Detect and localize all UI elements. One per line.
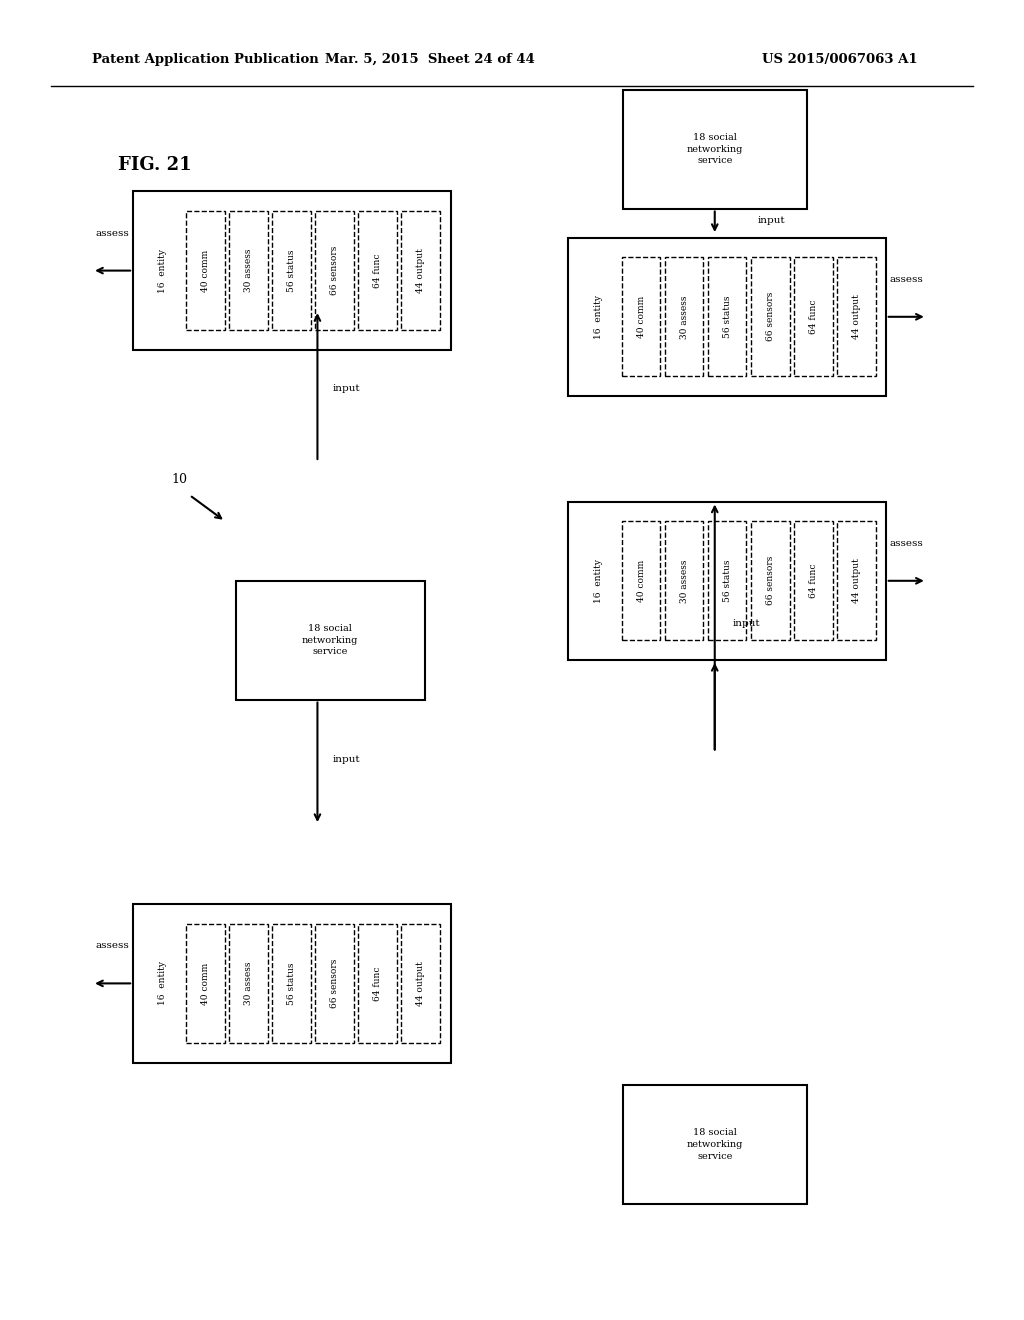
Text: 56 status: 56 status: [288, 249, 296, 292]
FancyBboxPatch shape: [229, 924, 268, 1043]
FancyBboxPatch shape: [708, 257, 746, 376]
Text: 40 comm: 40 comm: [202, 249, 210, 292]
Text: 64 func: 64 func: [809, 564, 817, 598]
Text: Mar. 5, 2015  Sheet 24 of 44: Mar. 5, 2015 Sheet 24 of 44: [326, 53, 535, 66]
Text: 56 status: 56 status: [723, 296, 731, 338]
FancyBboxPatch shape: [622, 521, 660, 640]
Text: 16  entity: 16 entity: [159, 248, 167, 293]
FancyBboxPatch shape: [315, 211, 354, 330]
Text: 10: 10: [171, 473, 187, 486]
FancyBboxPatch shape: [186, 211, 225, 330]
Text: 18 social
networking
service: 18 social networking service: [302, 624, 358, 656]
Text: assess: assess: [96, 228, 129, 238]
Text: 16  entity: 16 entity: [159, 961, 167, 1006]
Text: 66 sensors: 66 sensors: [331, 246, 339, 296]
Text: FIG. 21: FIG. 21: [118, 156, 191, 174]
FancyBboxPatch shape: [272, 924, 311, 1043]
FancyBboxPatch shape: [358, 924, 397, 1043]
FancyBboxPatch shape: [837, 521, 876, 640]
FancyBboxPatch shape: [665, 521, 703, 640]
FancyBboxPatch shape: [236, 581, 425, 700]
Text: assess: assess: [890, 275, 923, 284]
FancyBboxPatch shape: [622, 257, 660, 376]
Text: 66 sensors: 66 sensors: [766, 556, 774, 606]
Text: US 2015/0067063 A1: US 2015/0067063 A1: [762, 53, 918, 66]
Text: 30 assess: 30 assess: [245, 249, 253, 292]
Text: 64 func: 64 func: [809, 300, 817, 334]
FancyBboxPatch shape: [568, 502, 886, 660]
FancyBboxPatch shape: [229, 211, 268, 330]
FancyBboxPatch shape: [837, 257, 876, 376]
FancyBboxPatch shape: [401, 924, 440, 1043]
Text: 44 output: 44 output: [417, 961, 425, 1006]
FancyBboxPatch shape: [794, 521, 833, 640]
Text: 40 comm: 40 comm: [637, 560, 645, 602]
FancyBboxPatch shape: [401, 211, 440, 330]
Text: Patent Application Publication: Patent Application Publication: [92, 53, 318, 66]
Text: input: input: [333, 755, 360, 763]
FancyBboxPatch shape: [665, 257, 703, 376]
Text: 40 comm: 40 comm: [202, 962, 210, 1005]
Text: 16  entity: 16 entity: [594, 294, 602, 339]
Text: 30 assess: 30 assess: [680, 560, 688, 602]
Text: assess: assess: [890, 539, 923, 548]
FancyBboxPatch shape: [133, 904, 451, 1063]
FancyBboxPatch shape: [751, 521, 790, 640]
Text: 30 assess: 30 assess: [245, 962, 253, 1005]
Text: input: input: [333, 384, 360, 392]
Text: 56 status: 56 status: [288, 962, 296, 1005]
FancyBboxPatch shape: [623, 90, 807, 209]
Text: 18 social
networking
service: 18 social networking service: [686, 133, 743, 165]
Text: input: input: [758, 216, 785, 224]
Text: 18 social
networking
service: 18 social networking service: [686, 1129, 743, 1160]
Text: 56 status: 56 status: [723, 560, 731, 602]
Text: 44 output: 44 output: [852, 294, 860, 339]
FancyBboxPatch shape: [186, 924, 225, 1043]
FancyBboxPatch shape: [751, 257, 790, 376]
Text: 40 comm: 40 comm: [637, 296, 645, 338]
FancyBboxPatch shape: [623, 1085, 807, 1204]
FancyBboxPatch shape: [568, 238, 886, 396]
FancyBboxPatch shape: [794, 257, 833, 376]
Text: 64 func: 64 func: [374, 966, 382, 1001]
Text: assess: assess: [96, 941, 129, 950]
FancyBboxPatch shape: [133, 191, 451, 350]
Text: 66 sensors: 66 sensors: [766, 292, 774, 342]
Text: 44 output: 44 output: [417, 248, 425, 293]
FancyBboxPatch shape: [272, 211, 311, 330]
FancyBboxPatch shape: [358, 211, 397, 330]
Text: 44 output: 44 output: [852, 558, 860, 603]
FancyBboxPatch shape: [708, 521, 746, 640]
Text: input: input: [732, 619, 760, 627]
Text: 30 assess: 30 assess: [680, 296, 688, 338]
Text: 64 func: 64 func: [374, 253, 382, 288]
Text: 16  entity: 16 entity: [594, 558, 602, 603]
Text: 66 sensors: 66 sensors: [331, 958, 339, 1008]
FancyBboxPatch shape: [315, 924, 354, 1043]
